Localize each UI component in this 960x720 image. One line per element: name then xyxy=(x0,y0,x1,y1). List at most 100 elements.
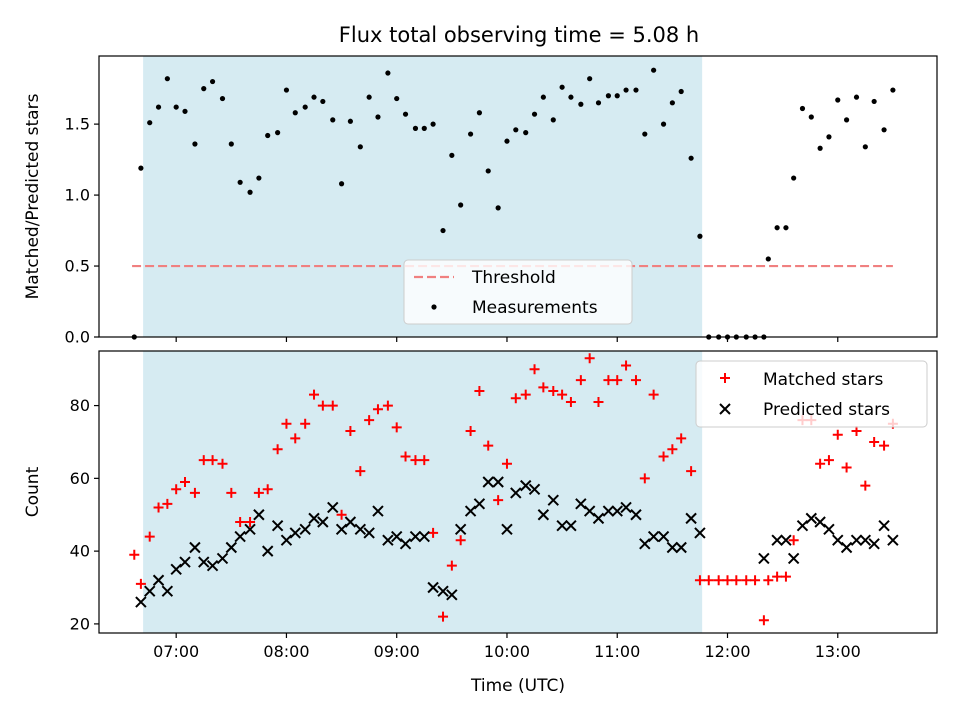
predicted-stars-point xyxy=(189,541,201,554)
predicted-stars-point xyxy=(575,498,587,510)
matched-stars-point xyxy=(327,400,338,411)
matched-stars-point xyxy=(565,396,576,407)
predicted-stars-point xyxy=(814,516,826,528)
matched-stars-point xyxy=(603,375,614,386)
chart-title: Flux total observing time = 5.08 h xyxy=(339,23,699,47)
matched-stars-point xyxy=(648,389,659,400)
predicted-stars-point xyxy=(206,559,219,572)
measurement-point xyxy=(311,94,317,100)
predicted-stars-point xyxy=(372,505,384,517)
matched-stars-point xyxy=(438,611,449,622)
predicted-stars-point xyxy=(244,523,256,536)
matched-stars-point xyxy=(410,455,421,466)
matched-stars-point xyxy=(382,400,393,411)
predicted-stars-point xyxy=(583,505,596,517)
measurement-point xyxy=(817,145,823,151)
measurement-point xyxy=(871,98,877,105)
matched-stars-point xyxy=(758,615,769,626)
matched-stars-point xyxy=(869,436,880,447)
measurement-point xyxy=(765,256,771,262)
predicted-stars-point xyxy=(510,487,522,499)
measurement-point xyxy=(467,131,474,137)
matched-stars-point xyxy=(317,400,328,411)
measurement-point xyxy=(843,117,850,123)
matched-stars-point xyxy=(667,444,678,455)
measurement-point xyxy=(394,95,400,102)
predicted-stars-point xyxy=(602,505,615,517)
matched-stars-point xyxy=(474,386,485,397)
predicted-stars-point xyxy=(547,494,559,506)
legend-threshold-label: Threshold xyxy=(471,268,556,288)
legend-bottom: Matched stars Predicted stars xyxy=(695,360,928,428)
predicted-stars-point xyxy=(179,556,191,568)
measurement-point xyxy=(138,165,144,171)
predicted-stars-point xyxy=(354,523,367,536)
matched-stars-point xyxy=(455,535,466,546)
matched-stars-point xyxy=(483,440,494,451)
measurement-point xyxy=(862,144,868,150)
matched-stars-point xyxy=(741,575,752,586)
predicted-stars-point xyxy=(261,545,274,557)
matched-stars-point xyxy=(465,426,476,437)
measurement-point xyxy=(412,125,419,131)
y-axis-label: Matched/Predicted stars xyxy=(23,93,43,299)
measurement-point xyxy=(642,131,648,137)
predicted-stars-point xyxy=(758,552,770,565)
matched-stars-point xyxy=(253,487,264,498)
matched-stars-point xyxy=(281,418,292,429)
legend-top: Threshold Measurements xyxy=(403,259,633,325)
predicted-stars-point xyxy=(537,509,550,521)
measurement-point xyxy=(440,227,446,234)
predicted-stars-point xyxy=(161,585,174,597)
predicted-stars-point xyxy=(859,534,872,546)
measurement-point xyxy=(651,67,657,73)
predicted-stars-point xyxy=(639,538,651,550)
predicted-stars-point xyxy=(280,534,293,546)
predicted-stars-point xyxy=(216,552,229,565)
measurement-point xyxy=(605,93,612,99)
predicted-stars-point xyxy=(152,574,165,586)
matched-stars-point xyxy=(290,433,301,444)
y-axis-label: Count xyxy=(23,466,43,517)
measurement-point xyxy=(853,94,860,100)
predicted-stars-point xyxy=(482,476,494,488)
matched-stars-point xyxy=(841,462,852,473)
predicted-stars-point xyxy=(868,538,880,550)
matched-stars-point xyxy=(879,440,890,451)
measurement-point xyxy=(385,70,391,76)
measurement-point xyxy=(783,225,789,231)
predicted-stars-point xyxy=(198,556,210,568)
measurement-point xyxy=(791,175,797,181)
matched-stars-point xyxy=(345,426,356,437)
x-tick-label: 11:00 xyxy=(594,642,640,661)
measurement-point xyxy=(375,114,381,120)
measurement-point xyxy=(347,118,353,124)
matched-stars-point xyxy=(162,498,173,509)
measurement-point xyxy=(275,130,281,136)
predicted-stars-point xyxy=(611,505,623,517)
legend-box xyxy=(695,360,928,428)
predicted-stars-point xyxy=(850,534,863,546)
matched-stars-point xyxy=(245,517,256,528)
y-tick-label: 1.5 xyxy=(65,115,90,134)
x-tick-label: 09:00 xyxy=(374,642,420,661)
measurement-point xyxy=(147,120,153,126)
matched-stars-point xyxy=(621,360,632,371)
measurement-point xyxy=(357,144,363,150)
legend-box xyxy=(403,259,633,325)
measurement-point xyxy=(697,233,703,239)
matched-stars-point xyxy=(694,575,705,586)
matched-stars-point xyxy=(788,535,799,546)
matched-stars-point xyxy=(780,571,791,582)
measurement-point xyxy=(201,86,207,92)
matched-stars-point xyxy=(575,375,586,386)
predicted-stars-point xyxy=(666,541,679,554)
x-tick-label: 13:00 xyxy=(815,642,861,661)
predicted-stars-point xyxy=(620,501,632,514)
matched-stars-point xyxy=(129,549,140,560)
predicted-stars-point xyxy=(528,483,541,495)
matched-stars-point xyxy=(135,578,146,589)
predicted-stars-point xyxy=(170,563,182,576)
measurement-point xyxy=(688,155,694,161)
predicted-stars-point xyxy=(492,476,504,488)
